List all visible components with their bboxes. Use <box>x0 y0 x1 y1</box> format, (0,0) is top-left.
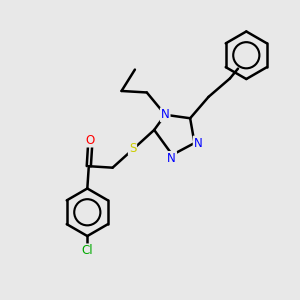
Text: N: N <box>161 108 170 121</box>
Text: N: N <box>194 136 203 149</box>
Text: S: S <box>129 142 136 155</box>
Text: Cl: Cl <box>82 244 93 257</box>
Text: N: N <box>167 152 176 165</box>
Text: O: O <box>86 134 95 146</box>
